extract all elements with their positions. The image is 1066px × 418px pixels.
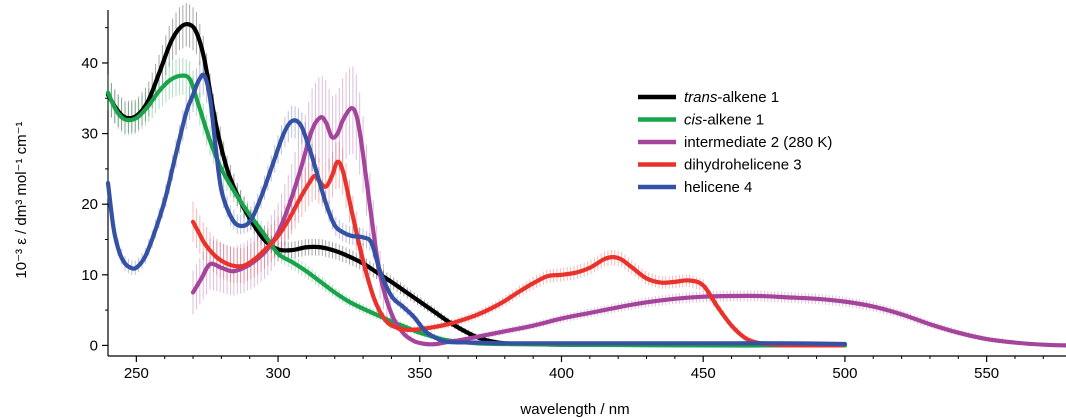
x-tick-label: 250 bbox=[124, 365, 149, 382]
axes: 250 300 350 400 450 500 550 0 10 20 30 40 bbox=[81, 10, 1066, 382]
error-bars bbox=[107, 3, 1004, 344]
x-tick-label: 500 bbox=[832, 365, 857, 382]
series-line bbox=[190, 159, 845, 348]
legend-label: helicene 4 bbox=[684, 179, 752, 196]
x-tick-label: 350 bbox=[407, 365, 432, 382]
series-line bbox=[190, 106, 1066, 348]
legend-label: dihydrohelicene 3 bbox=[684, 157, 802, 174]
x-tick-label: 550 bbox=[974, 365, 999, 382]
y-tick-label: 20 bbox=[81, 196, 98, 213]
legend-label: cis-alkene 1 bbox=[684, 112, 764, 129]
series-line bbox=[105, 72, 848, 347]
y-tick-label: 10 bbox=[81, 267, 98, 284]
y-axis-title: 10⁻³ ε / dm³ mol⁻¹ cm⁻¹ bbox=[13, 121, 30, 278]
y-tick-label: 30 bbox=[81, 126, 98, 143]
x-tick-label: 400 bbox=[549, 365, 574, 382]
y-tick-label: 40 bbox=[81, 55, 98, 72]
x-tick-label: 450 bbox=[691, 365, 716, 382]
x-tick-label: 300 bbox=[266, 365, 291, 382]
y-ticks: 0 10 20 30 40 bbox=[81, 27, 108, 354]
x-axis-title: wavelength / nm bbox=[519, 401, 629, 418]
series-lines bbox=[105, 22, 1066, 348]
y-tick-label: 0 bbox=[90, 337, 98, 354]
legend: trans-alkene 1 cis-alkene 1 intermediate 2… bbox=[638, 89, 832, 196]
legend-label: intermediate 2 (280 K) bbox=[684, 134, 832, 151]
series-error-bars bbox=[192, 141, 752, 343]
series-error-bars bbox=[192, 66, 1004, 344]
legend-label: trans-alkene 1 bbox=[684, 89, 779, 106]
x-ticks: 250 300 350 400 450 500 550 bbox=[124, 356, 1044, 382]
